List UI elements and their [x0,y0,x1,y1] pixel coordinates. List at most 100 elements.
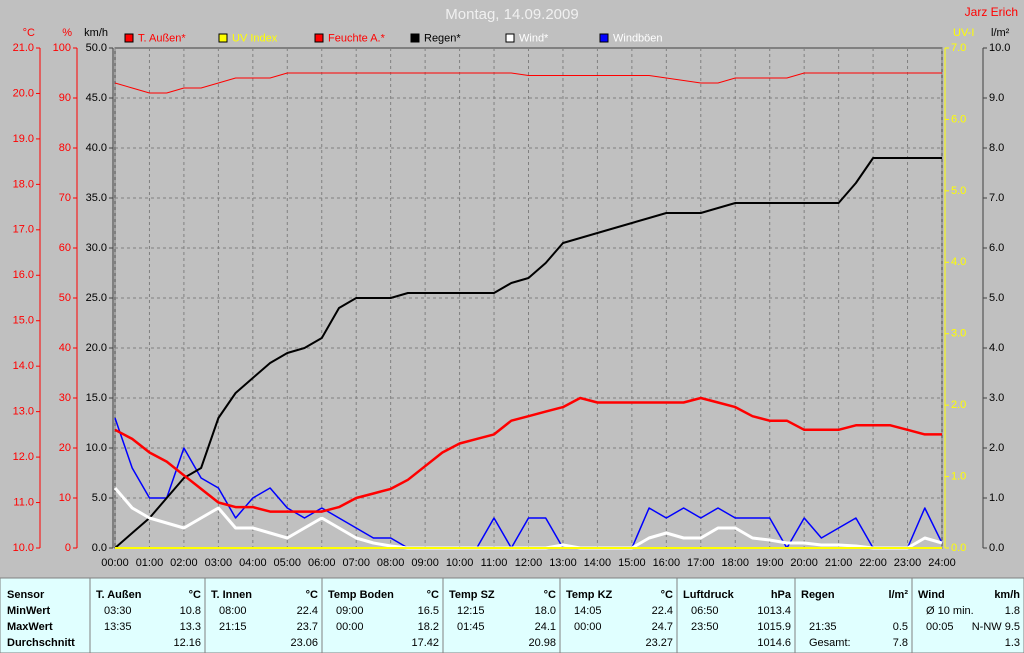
cell-time: 00:00 [336,621,364,633]
y-tick-label: 6.0 [951,113,966,125]
column-name: Temp KZ [566,589,613,601]
cell-value: 18.0 [535,605,556,617]
y-tick-label: 3.0 [951,328,966,340]
y-tick-label: 4.0 [989,342,1004,354]
legend-swatch [218,33,228,43]
y-tick-label: 60 [59,242,71,254]
cell-value: 23.7 [297,621,318,633]
x-tick-label: 05:00 [274,557,302,569]
cell-time: 14:05 [574,605,602,617]
row-label: MaxWert [7,621,53,633]
x-tick-label: 24:00 [928,557,956,569]
y-tick-label: 10.0 [989,42,1010,54]
y-tick-label: 30.0 [86,242,107,254]
table-background [0,577,1024,653]
cell-value: 22.4 [652,605,673,617]
cell-value: 24.7 [652,621,673,633]
column-unit: °C [661,589,673,601]
legend-swatch [124,33,134,43]
x-tick-label: 22:00 [859,557,887,569]
legend-swatch [314,33,324,43]
cell-value: 7.8 [893,637,908,649]
y-tick-label: 7.0 [989,192,1004,204]
y-tick-label: 50.0 [86,42,107,54]
cell-value: 23.06 [290,637,318,649]
cell-value: 22.4 [297,605,318,617]
column-name: T. Außen [96,589,142,601]
column-name: Temp Boden [328,589,394,601]
legend-label: Regen* [424,32,461,44]
x-tick-label: 19:00 [756,557,784,569]
y-tick-label: 80 [59,142,71,154]
cell-value: 1015.9 [757,621,791,633]
x-tick-label: 02:00 [170,557,198,569]
legend-swatch [505,33,515,43]
y-tick-label: 15.0 [86,392,107,404]
series-line [114,72,942,94]
series-line [114,417,943,549]
x-tick-label: 09:00 [411,557,439,569]
axis-label: l/m² [991,27,1010,39]
x-tick-label: 15:00 [618,557,646,569]
legend-swatch [599,33,609,43]
x-tick-label: 08:00 [377,557,405,569]
y-tick-label: 20.0 [86,342,107,354]
cell-time: Gesamt: [809,637,851,649]
axis-label: °C [23,27,35,39]
column-name: Luftdruck [683,589,735,601]
cell-time: 23:50 [691,621,719,633]
column-unit: °C [189,589,201,601]
x-tick-label: 18:00 [721,557,749,569]
x-tick-label: 16:00 [653,557,681,569]
cell-value: 20.98 [528,637,556,649]
cell-time: 08:00 [219,605,247,617]
y-tick-label: 45.0 [86,92,107,104]
series-line [114,396,942,513]
y-tick-label: 4.0 [951,256,966,268]
legend-swatch [410,33,420,43]
legend-label: UV Index [232,32,278,44]
row-label: Durchschnitt [7,637,75,649]
y-tick-label: 14.0 [13,360,34,372]
cell-value: 18.2 [418,621,439,633]
cell-value: 23.27 [645,637,673,649]
legend-label: Windböen [613,32,663,44]
y-tick-label: 70 [59,192,71,204]
y-tick-label: 40.0 [86,142,107,154]
column-name: Temp SZ [449,589,495,601]
y-tick-label: 1.0 [989,492,1004,504]
cell-time: 06:50 [691,605,719,617]
cell-value: 1013.4 [757,605,791,617]
y-tick-label: 90 [59,92,71,104]
y-tick-label: 10 [59,492,71,504]
y-tick-label: 8.0 [989,142,1004,154]
y-tick-label: 16.0 [13,269,34,281]
y-tick-label: 25.0 [86,292,107,304]
cell-value: 1.8 [1005,605,1020,617]
y-tick-label: 11.0 [13,496,34,508]
x-tick-label: 03:00 [205,557,233,569]
cell-time: 21:15 [219,621,247,633]
y-tick-label: 1.0 [951,470,966,482]
x-tick-label: 11:00 [481,557,508,569]
cell-time: 01:45 [457,621,485,633]
table-header: Sensor [7,589,45,601]
column-unit: l/m² [888,589,908,601]
column-name: Regen [801,589,835,601]
x-tick-label: 23:00 [894,557,922,569]
x-tick-label: 04:00 [239,557,267,569]
y-tick-label: 21.0 [13,42,34,54]
x-tick-label: 20:00 [790,557,818,569]
cell-time: 09:00 [336,605,364,617]
column-unit: °C [544,589,556,601]
y-tick-label: 100 [53,42,71,54]
y-tick-label: 6.0 [989,242,1004,254]
column-unit: °C [306,589,318,601]
author: Jarz Erich [965,5,1018,19]
x-tick-label: 17:00 [687,557,715,569]
y-tick-label: 0.0 [989,542,1004,554]
y-tick-label: 0 [65,542,71,554]
axis-label: km/h [84,27,108,39]
column-unit: km/h [994,589,1020,601]
y-tick-label: 17.0 [13,224,34,236]
